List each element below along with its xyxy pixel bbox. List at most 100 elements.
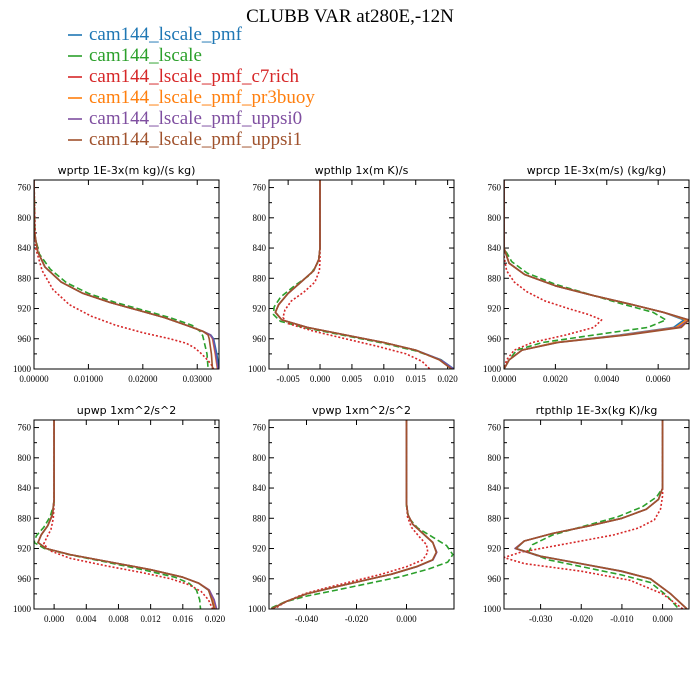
series-group [34, 180, 219, 369]
chart-panel: rtpthlp 1E-3x(kg K)/kg 760 800 840 880 920 960… [483, 404, 690, 624]
x-tick-label: 0.02000 [128, 374, 158, 384]
x-tick-label: 0.000 [44, 614, 65, 624]
x-tick-label: -0.030 [529, 614, 553, 624]
series-line [34, 180, 214, 369]
legend-item: cam144_lscale_pmf_uppsi0 [68, 108, 302, 129]
y-tick-label: 760 [18, 423, 32, 433]
y-tick-label: 960 [488, 334, 502, 344]
series-line [34, 180, 219, 369]
y-tick-label: 880 [488, 273, 502, 283]
chart-panel: wprtp 1E-3x(m kg)/(s kg) 760 800 840 880 920 9… [13, 164, 220, 384]
y-tick-label: 920 [253, 304, 267, 314]
x-tick-label: 0.03000 [183, 374, 213, 384]
series-line [271, 420, 438, 609]
legend-label: cam144_lscale_pmf [89, 24, 243, 45]
series-line [271, 420, 438, 609]
y-tick-label: 1000 [248, 604, 267, 614]
plot-frame [268, 419, 455, 610]
series-line [282, 180, 431, 369]
series-line [273, 420, 429, 609]
y-tick-label: 800 [488, 453, 502, 463]
x-tick-label: 0.00000 [19, 374, 49, 384]
series-line [504, 180, 667, 369]
y-tick-label: 920 [18, 544, 32, 554]
x-tick-label: 0.000 [310, 374, 331, 384]
series-line [42, 420, 214, 609]
series-line [34, 180, 209, 369]
legend: cam144_lscale_pmfcam144_lscalecam144_lsc… [68, 24, 315, 150]
legend-item: cam144_lscale_pmf_uppsi1 [68, 129, 302, 150]
x-tick-label: 0.01000 [74, 374, 104, 384]
series-line [37, 420, 216, 609]
series-line [274, 180, 454, 369]
x-tick-label: 0.0040 [594, 374, 619, 384]
y-tick-label: 960 [488, 574, 502, 584]
y-tick-label: 880 [253, 273, 267, 283]
y-tick-label: 880 [488, 513, 502, 523]
y-tick-label: 920 [18, 304, 32, 314]
x-tick-label: 0.015 [406, 374, 427, 384]
series-line [37, 420, 217, 609]
series-line [514, 420, 688, 609]
series-line [34, 180, 219, 369]
series-line [504, 180, 689, 369]
chart-panel: vpwp 1xm^2/s^2 760 800 840 880 920 960 1000 -0.0… [248, 404, 455, 624]
y-tick-label: 760 [488, 423, 502, 433]
series-group [504, 420, 688, 609]
series-line [504, 420, 684, 609]
y-tick-label: 800 [253, 453, 267, 463]
x-tick-label: 0.008 [108, 614, 129, 624]
x-tick-label: 0.000 [396, 614, 417, 624]
y-tick-label: 960 [253, 574, 267, 584]
chart-panel: upwp 1xm^2/s^2 760 800 840 880 920 960 1000 0.00… [13, 404, 226, 624]
x-tick-label: 0.000 [652, 614, 673, 624]
series-line [514, 420, 688, 609]
panel-title: wprtp 1E-3x(m kg)/(s kg) [58, 164, 196, 177]
x-tick-label: -0.020 [570, 614, 594, 624]
y-tick-label: 960 [253, 334, 267, 344]
x-tick-label: -0.010 [610, 614, 634, 624]
plot-frame [503, 179, 690, 370]
series-line [271, 420, 438, 609]
y-tick-label: 960 [18, 334, 32, 344]
series-line [34, 180, 215, 369]
y-tick-label: 1000 [13, 604, 32, 614]
panel-title: upwp 1xm^2/s^2 [77, 404, 177, 417]
x-tick-label: -0.005 [277, 374, 301, 384]
x-tick-label: 0.0060 [646, 374, 671, 384]
figure-title: CLUBB VAR at280E,-12N [246, 6, 454, 27]
y-tick-label: 960 [18, 574, 32, 584]
panel-title: wprcp 1E-3x(m/s) (kg/kg) [527, 164, 666, 177]
plot-frame [33, 179, 220, 370]
y-tick-label: 920 [488, 544, 502, 554]
series-group [269, 420, 454, 609]
chart-panel: wprcp 1E-3x(m/s) (kg/kg) 760 800 840 880 920 9… [483, 164, 690, 384]
y-tick-label: 760 [253, 423, 267, 433]
y-tick-label: 920 [488, 304, 502, 314]
panel-title: vpwp 1xm^2/s^2 [312, 404, 411, 417]
x-tick-label: 0.004 [76, 614, 97, 624]
y-tick-label: 800 [488, 213, 502, 223]
chart-panel: wpthlp 1x(m K)/s 760 800 840 880 920 960 1000 -0… [248, 164, 458, 384]
plot-frame [503, 419, 690, 610]
series-line [274, 180, 452, 369]
series-group [504, 180, 689, 369]
series-line [274, 180, 454, 369]
series-group [34, 420, 218, 609]
y-tick-label: 1000 [248, 364, 267, 374]
y-tick-label: 800 [253, 213, 267, 223]
y-tick-label: 760 [18, 183, 32, 193]
legend-item: cam144_lscale_pmf_c7rich [68, 66, 299, 87]
legend-label: cam144_lscale_pmf_uppsi0 [89, 108, 302, 129]
series-line [271, 420, 438, 609]
legend-item: cam144_lscale_pmf [68, 24, 243, 45]
series-line [504, 180, 688, 369]
x-tick-label: 0.0000 [492, 374, 517, 384]
x-tick-label: 0.010 [374, 374, 395, 384]
x-tick-label: 0.020 [437, 374, 458, 384]
series-line [504, 180, 685, 369]
y-tick-label: 800 [18, 213, 32, 223]
y-tick-label: 880 [18, 273, 32, 283]
series-line [274, 180, 454, 369]
